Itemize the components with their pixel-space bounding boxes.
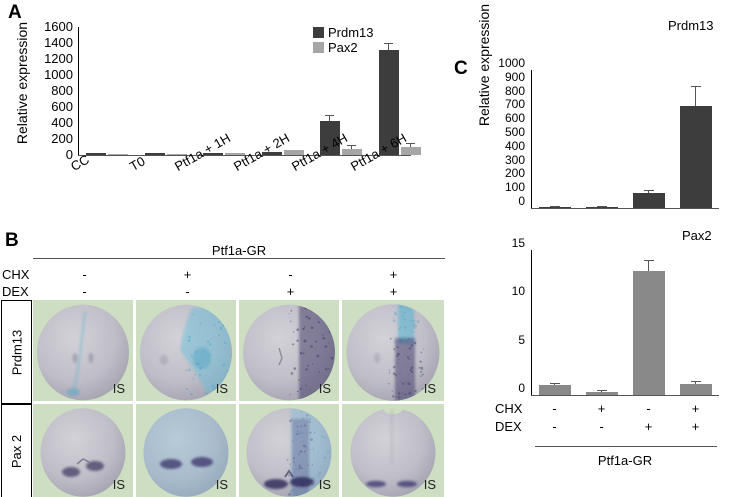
svg-text:IS: IS	[319, 477, 332, 492]
svg-text:IS: IS	[113, 477, 126, 492]
svg-text:IS: IS	[216, 381, 229, 396]
svg-text:IS: IS	[319, 381, 332, 396]
svg-text:IS: IS	[113, 381, 126, 396]
svg-text:IS: IS	[424, 477, 437, 492]
svg-text:IS: IS	[216, 477, 229, 492]
svg-text:IS: IS	[424, 381, 437, 396]
